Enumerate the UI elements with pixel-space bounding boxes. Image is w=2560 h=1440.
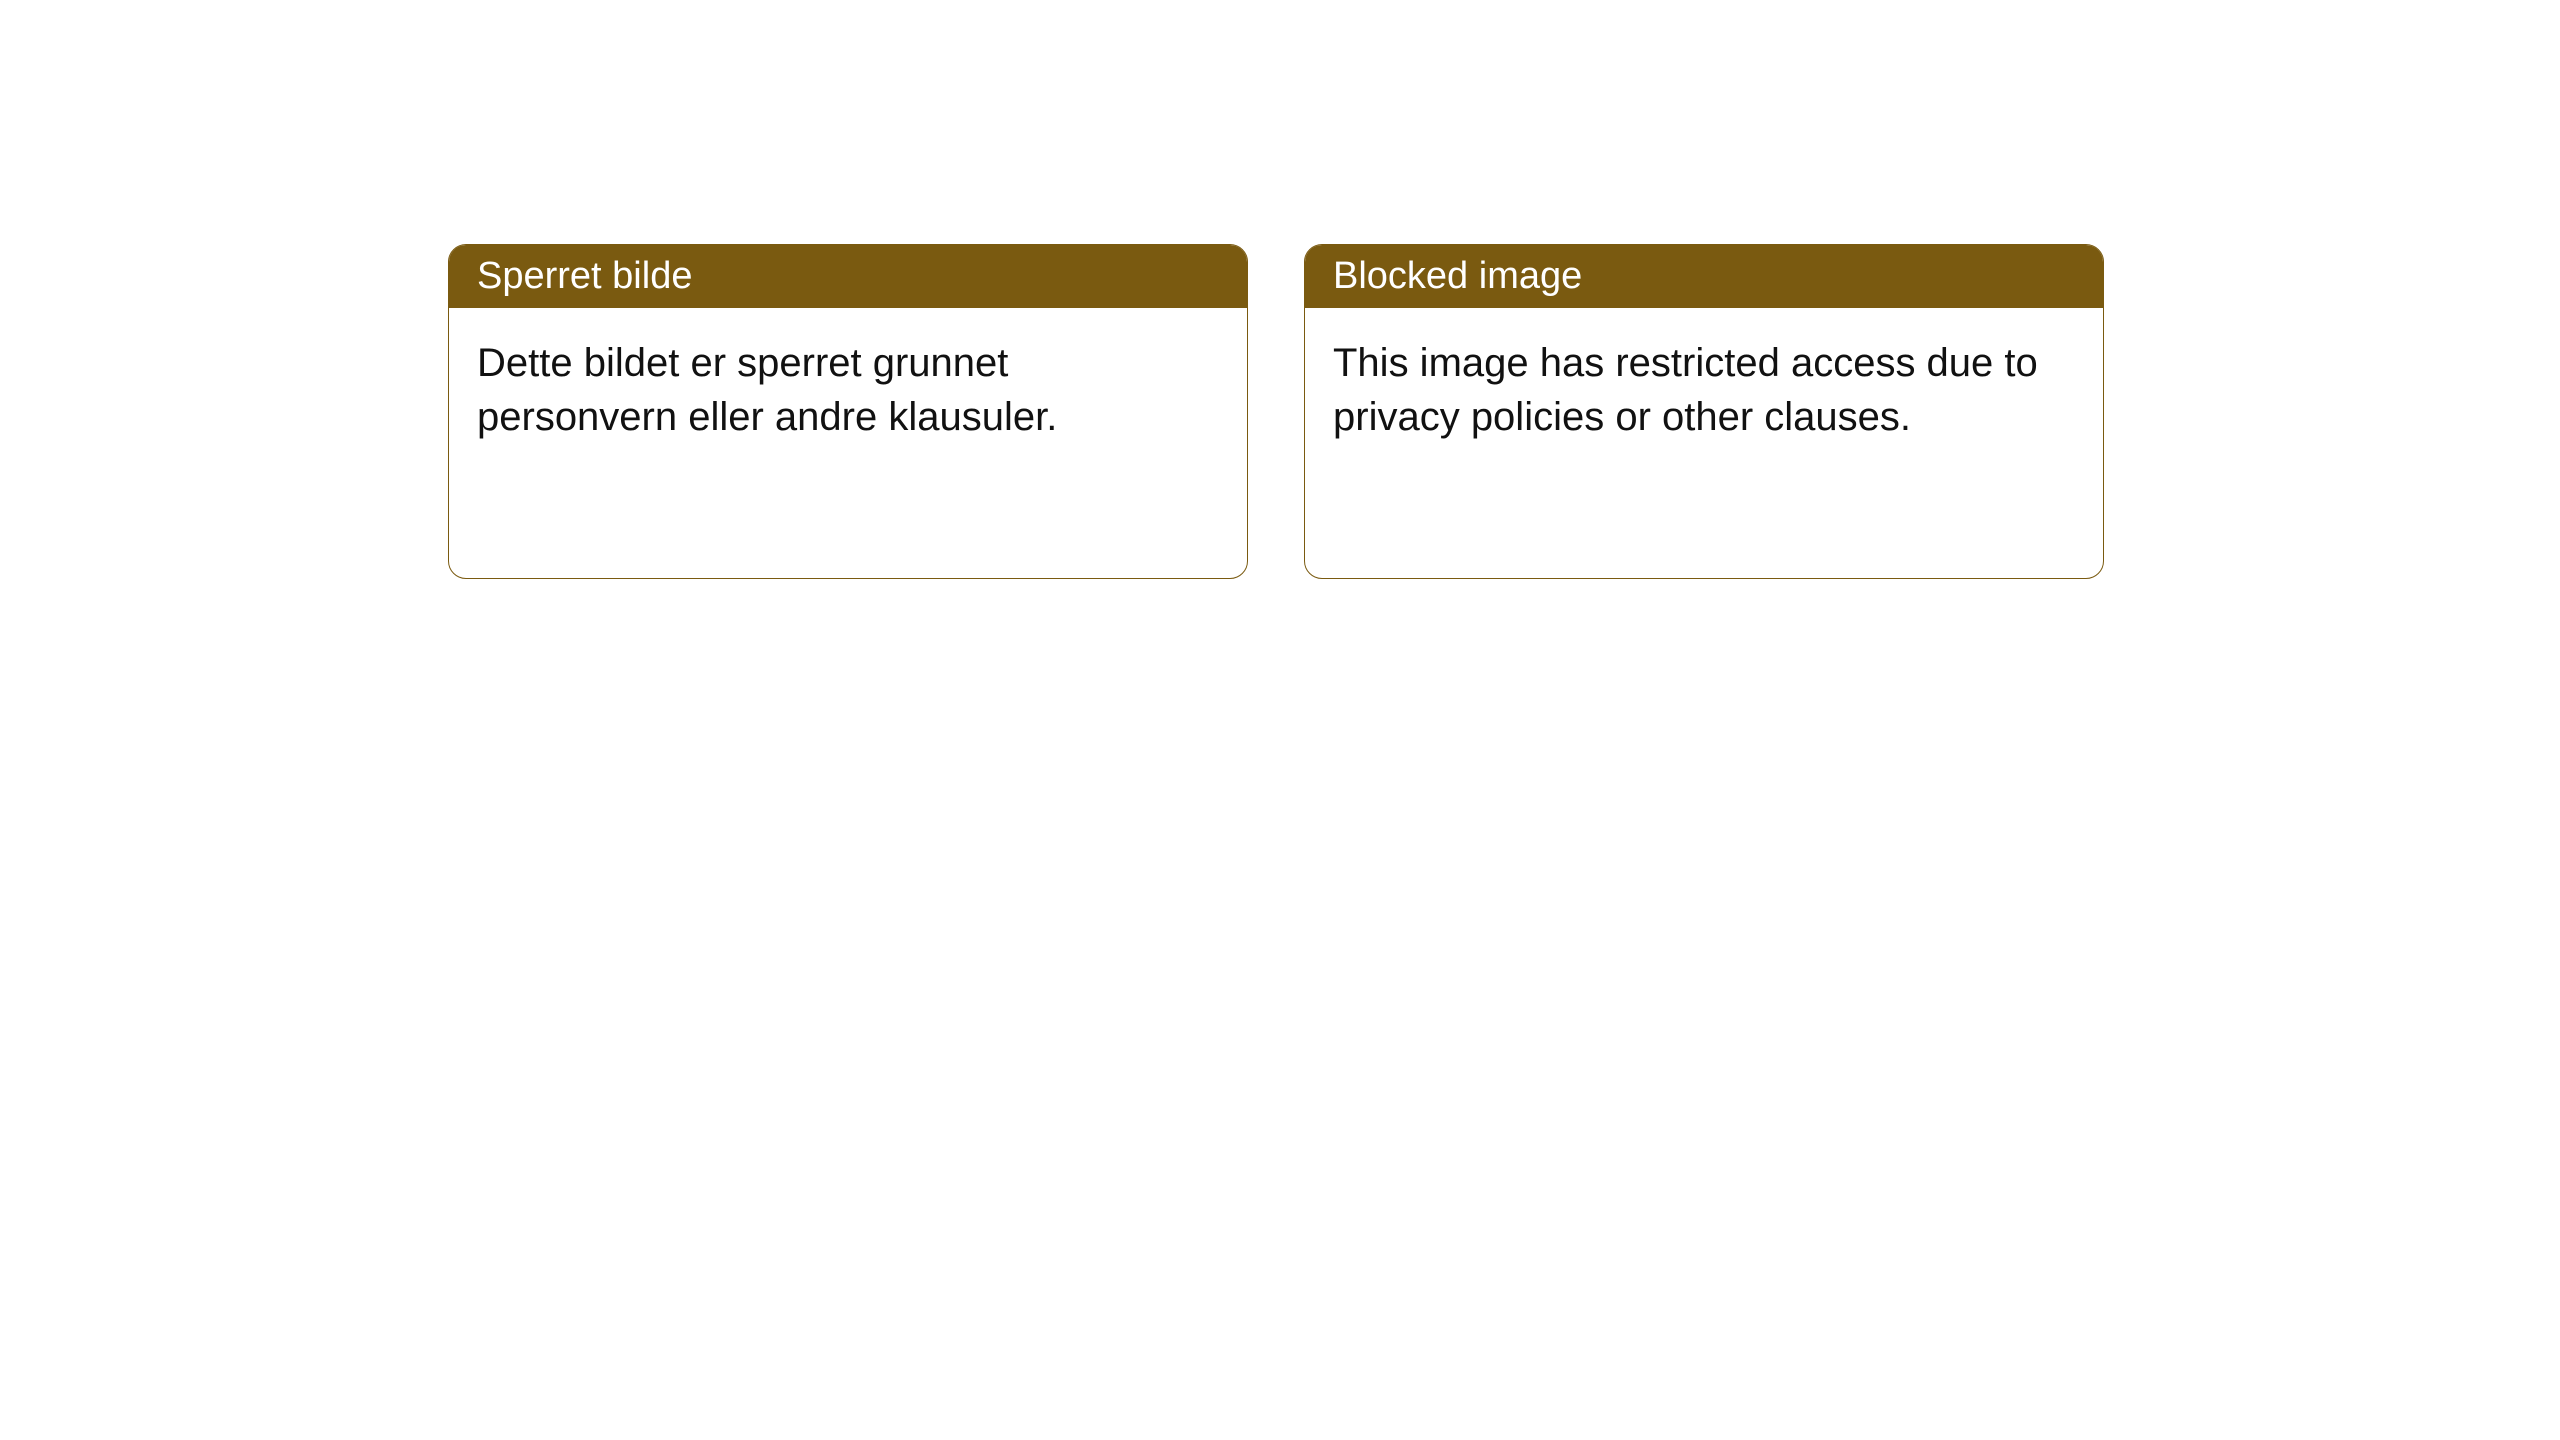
notice-container: Sperret bilde Dette bildet er sperret gr… xyxy=(448,244,2104,579)
notice-card-english: Blocked image This image has restricted … xyxy=(1304,244,2104,579)
notice-body: This image has restricted access due to … xyxy=(1305,308,2103,578)
notice-body: Dette bildet er sperret grunnet personve… xyxy=(449,308,1247,578)
notice-card-norwegian: Sperret bilde Dette bildet er sperret gr… xyxy=(448,244,1248,579)
notice-header: Blocked image xyxy=(1305,245,2103,308)
notice-header: Sperret bilde xyxy=(449,245,1247,308)
